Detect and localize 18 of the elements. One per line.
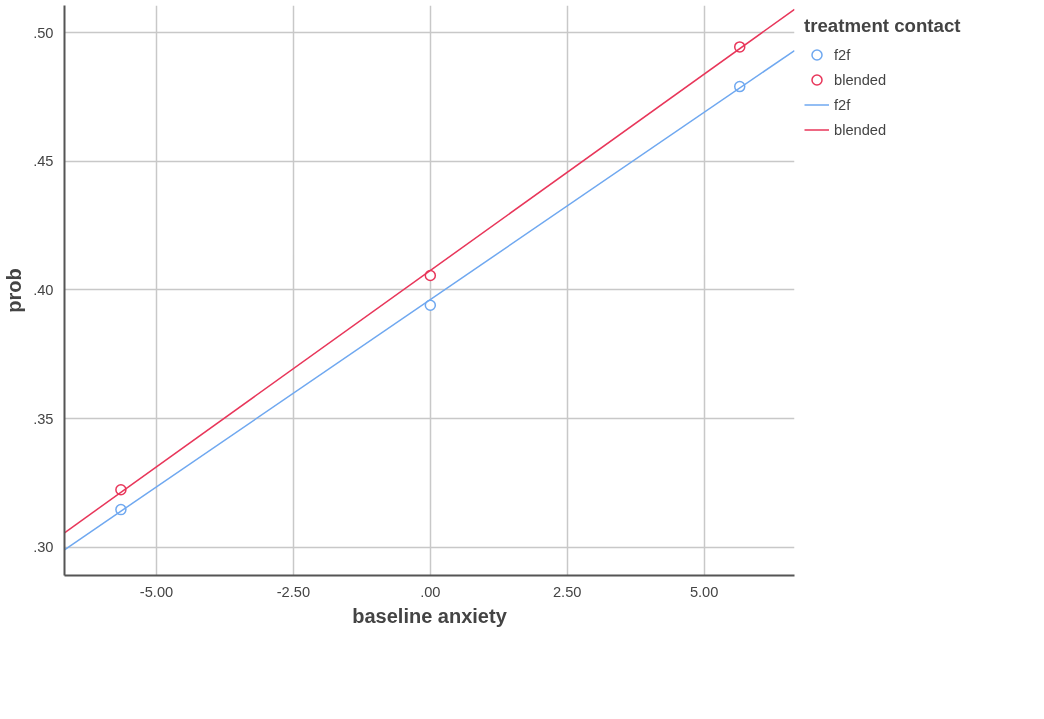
x-tick-label: -2.50 (276, 583, 311, 600)
legend-label: blended (834, 70, 887, 90)
y-tick-label: .35 (33, 410, 54, 427)
x-tick-label: 5.00 (689, 583, 719, 600)
x-tick-label: .00 (420, 583, 441, 600)
x-tick-label: -5.00 (139, 583, 174, 600)
legend-title: treatment contact (804, 15, 961, 37)
x-axis-title: baseline anxiety (352, 604, 508, 627)
legend-label: blended (834, 120, 887, 140)
y-tick-label: .30 (33, 539, 54, 556)
legend-label: f2f (834, 45, 852, 65)
y-axis-title: prob (3, 268, 26, 313)
y-tick-label: .50 (33, 24, 54, 41)
y-tick-label: .45 (33, 153, 54, 170)
y-tick-label: .40 (33, 281, 54, 298)
x-tick-label: 2.50 (552, 583, 582, 600)
legend-label: f2f (834, 95, 852, 115)
point (424, 299, 437, 312)
